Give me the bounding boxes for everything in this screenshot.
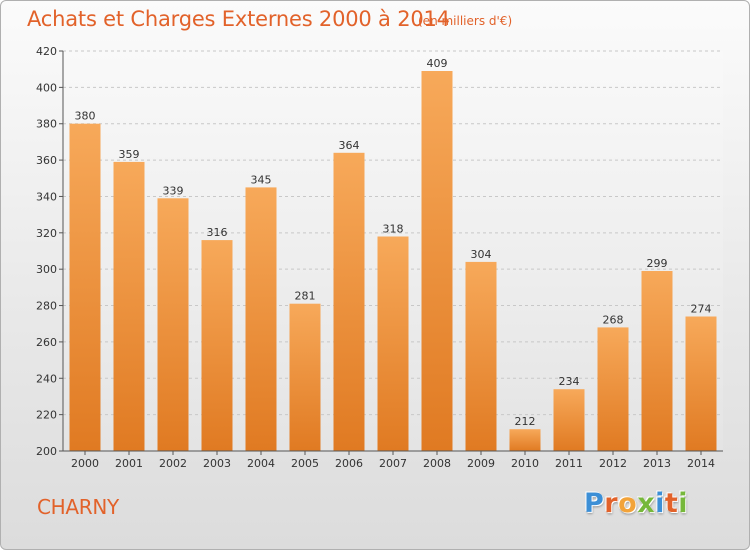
- data-label: 380: [75, 110, 96, 123]
- y-tick-label: 340: [36, 190, 57, 203]
- data-label: 268: [603, 313, 624, 326]
- x-tick-label: 2011: [555, 457, 583, 470]
- x-tick-label: 2003: [203, 457, 231, 470]
- y-tick-label: 240: [36, 372, 57, 385]
- data-labels: 380 359 339 316 345 281 364 318 409 304 212 234 268 2…: [75, 57, 712, 428]
- bar: [597, 327, 629, 451]
- x-tick-label: 2006: [335, 457, 363, 470]
- logo-letter: t: [664, 488, 679, 519]
- proxiti-logo[interactable]: Proxiti: [584, 488, 688, 519]
- y-tick-label: 200: [36, 445, 57, 458]
- data-label: 274: [691, 302, 712, 315]
- x-tick-label: 2002: [159, 457, 187, 470]
- location-label: CHARNY: [37, 495, 119, 519]
- bar: [509, 429, 541, 451]
- logo-letter: o: [618, 488, 638, 519]
- x-tick-label: 2000: [71, 457, 99, 470]
- logo-letter: P: [584, 488, 605, 519]
- bar: [157, 198, 189, 451]
- data-label: 316: [207, 226, 228, 239]
- bar: [201, 240, 233, 451]
- bar: [245, 187, 277, 451]
- data-label: 234: [559, 375, 580, 388]
- chart-title: Achats et Charges Externes 2000 à 2014: [27, 7, 450, 31]
- y-tick-label: 220: [36, 409, 57, 422]
- data-label: 318: [383, 222, 404, 235]
- y-tick-label: 320: [36, 227, 57, 240]
- data-label: 364: [339, 139, 360, 152]
- logo-letter: x: [637, 488, 656, 519]
- bar: [685, 316, 717, 451]
- x-tick-label: 2007: [379, 457, 407, 470]
- y-tick-label: 300: [36, 263, 57, 276]
- y-tick-label: 360: [36, 154, 57, 167]
- x-tick-label: 2004: [247, 457, 275, 470]
- bars: [69, 71, 717, 452]
- bar: [421, 71, 453, 451]
- y-tick-label: 400: [36, 81, 57, 94]
- data-label: 345: [251, 173, 272, 186]
- bar: [553, 389, 585, 451]
- x-tick-label: 2008: [423, 457, 451, 470]
- chart-subtitle: (en milliers d'€): [418, 14, 513, 28]
- y-tick-label: 420: [36, 45, 57, 58]
- logo-letter: i: [678, 488, 689, 519]
- y-tick-label: 260: [36, 336, 57, 349]
- axes: 200 220 240 260 280 300 320 340 360 380 400 420 2000…: [36, 45, 723, 470]
- x-tick-label: 2010: [511, 457, 539, 470]
- bar: [377, 236, 409, 451]
- data-label: 359: [119, 148, 140, 161]
- logo-letter: i: [655, 488, 665, 519]
- data-label: 304: [471, 248, 492, 261]
- data-label: 281: [295, 290, 316, 303]
- x-tick-label: 2012: [599, 457, 627, 470]
- bar: [113, 161, 145, 451]
- bar: [333, 152, 365, 452]
- x-tick-label: 2005: [291, 457, 319, 470]
- bar: [641, 271, 673, 451]
- bar: [465, 261, 497, 451]
- x-tick-label: 2013: [643, 457, 671, 470]
- data-label: 339: [163, 184, 184, 197]
- data-label: 409: [427, 57, 448, 70]
- bar: [69, 123, 101, 451]
- y-tick-label: 380: [36, 118, 57, 131]
- x-tick-label: 2001: [115, 457, 143, 470]
- x-tick-label: 2014: [687, 457, 715, 470]
- data-label: 299: [647, 257, 668, 270]
- bar: [289, 303, 321, 451]
- logo-letter: r: [604, 488, 619, 519]
- y-tick-label: 280: [36, 300, 57, 313]
- x-tick-label: 2009: [467, 457, 495, 470]
- data-label: 212: [515, 415, 536, 428]
